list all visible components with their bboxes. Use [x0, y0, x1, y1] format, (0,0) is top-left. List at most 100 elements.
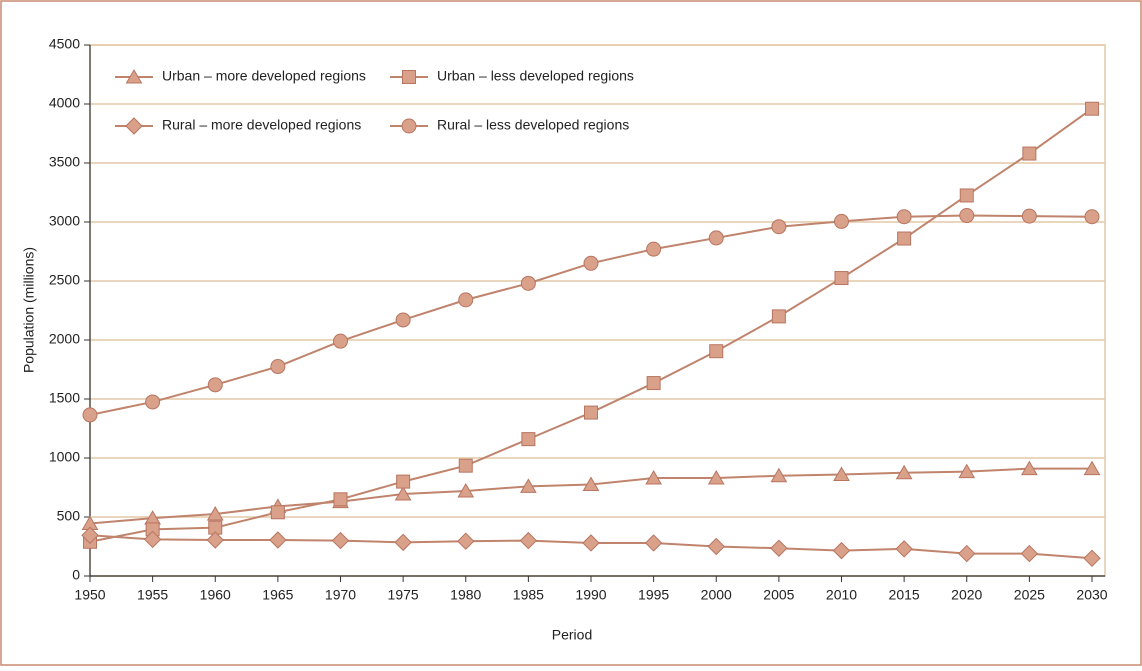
marker: [958, 544, 976, 563]
marker: [834, 213, 849, 229]
y-tick-label: 3500: [49, 154, 80, 170]
marker: [520, 275, 536, 291]
marker: [143, 530, 162, 549]
marker: [333, 492, 348, 507]
marker: [959, 208, 975, 224]
marker: [834, 271, 849, 286]
marker: [709, 344, 724, 359]
marker: [1084, 209, 1100, 225]
marker: [584, 405, 598, 420]
marker: [207, 377, 223, 393]
x-tick-label: 2030: [1076, 587, 1107, 603]
x-tick-label: 1980: [450, 587, 481, 603]
marker: [395, 312, 411, 328]
marker: [895, 540, 913, 558]
marker: [707, 537, 725, 556]
marker: [771, 219, 787, 235]
y-axis-label: Population (millions): [21, 247, 37, 373]
x-tick-label: 1955: [137, 587, 168, 603]
marker: [770, 539, 788, 557]
y-tick-label: 3000: [49, 213, 80, 229]
marker: [832, 541, 851, 560]
legend-marker: [402, 70, 416, 84]
marker: [833, 466, 850, 482]
marker: [1021, 208, 1037, 224]
legend-label: Urban – less developed regions: [437, 68, 634, 84]
y-tick-label: 1000: [49, 449, 80, 465]
y-tick-label: 0: [72, 567, 80, 583]
x-tick-label: 2015: [889, 587, 920, 603]
marker: [82, 407, 98, 423]
marker: [1020, 544, 1039, 563]
marker: [646, 376, 661, 391]
marker: [206, 506, 224, 521]
x-tick-label: 1970: [325, 587, 356, 603]
x-tick-label: 1965: [262, 587, 293, 603]
y-tick-label: 2000: [49, 331, 80, 347]
marker: [958, 463, 976, 479]
marker: [145, 394, 161, 410]
legend-label: Urban – more developed regions: [162, 68, 366, 84]
marker: [270, 505, 285, 520]
marker: [959, 188, 974, 203]
x-tick-label: 1985: [513, 587, 544, 603]
legend-marker: [125, 68, 143, 84]
marker: [396, 474, 411, 489]
x-tick-label: 1975: [388, 587, 419, 603]
marker: [457, 532, 475, 550]
marker: [583, 255, 599, 271]
marker: [519, 531, 538, 550]
x-tick-label: 2025: [1014, 587, 1045, 603]
y-tick-label: 4500: [49, 36, 80, 52]
marker: [81, 526, 99, 544]
marker: [770, 467, 788, 483]
x-tick-label: 2020: [951, 587, 982, 603]
x-tick-label: 1990: [575, 587, 606, 603]
x-axis-label: Period: [552, 627, 592, 643]
legend-marker: [401, 118, 417, 134]
marker: [1021, 460, 1038, 476]
y-tick-label: 1500: [49, 390, 80, 406]
x-tick-label: 2005: [763, 587, 794, 603]
legend-label: Rural – less developed regions: [437, 117, 629, 133]
marker: [269, 531, 287, 549]
marker: [582, 534, 600, 552]
marker: [521, 432, 536, 447]
marker: [897, 231, 912, 246]
legend-label: Rural – more developed regions: [162, 117, 361, 133]
marker: [333, 333, 348, 349]
marker: [394, 533, 412, 552]
marker: [270, 359, 286, 375]
marker: [644, 534, 663, 552]
marker: [1083, 549, 1101, 568]
marker: [457, 483, 475, 498]
marker: [1083, 460, 1101, 476]
marker: [582, 476, 600, 492]
x-tick-label: 1995: [638, 587, 669, 603]
marker: [707, 470, 725, 485]
y-tick-label: 2500: [49, 272, 80, 288]
x-tick-label: 1960: [200, 587, 231, 603]
marker: [520, 478, 537, 493]
marker: [645, 470, 662, 485]
legend-marker: [125, 117, 143, 135]
x-tick-label: 2000: [701, 587, 732, 603]
x-tick-label: 1950: [74, 587, 105, 603]
marker: [1085, 101, 1099, 116]
marker: [1022, 146, 1037, 161]
marker: [895, 464, 913, 480]
marker: [458, 292, 474, 308]
marker: [771, 309, 786, 324]
y-tick-label: 500: [57, 508, 81, 524]
marker: [394, 485, 412, 501]
x-tick-label: 2010: [826, 587, 857, 603]
marker: [331, 531, 350, 550]
y-tick-label: 4000: [49, 95, 80, 111]
marker: [708, 230, 724, 246]
marker: [206, 531, 224, 549]
marker: [646, 241, 662, 257]
marker: [896, 209, 912, 225]
marker: [458, 458, 473, 473]
